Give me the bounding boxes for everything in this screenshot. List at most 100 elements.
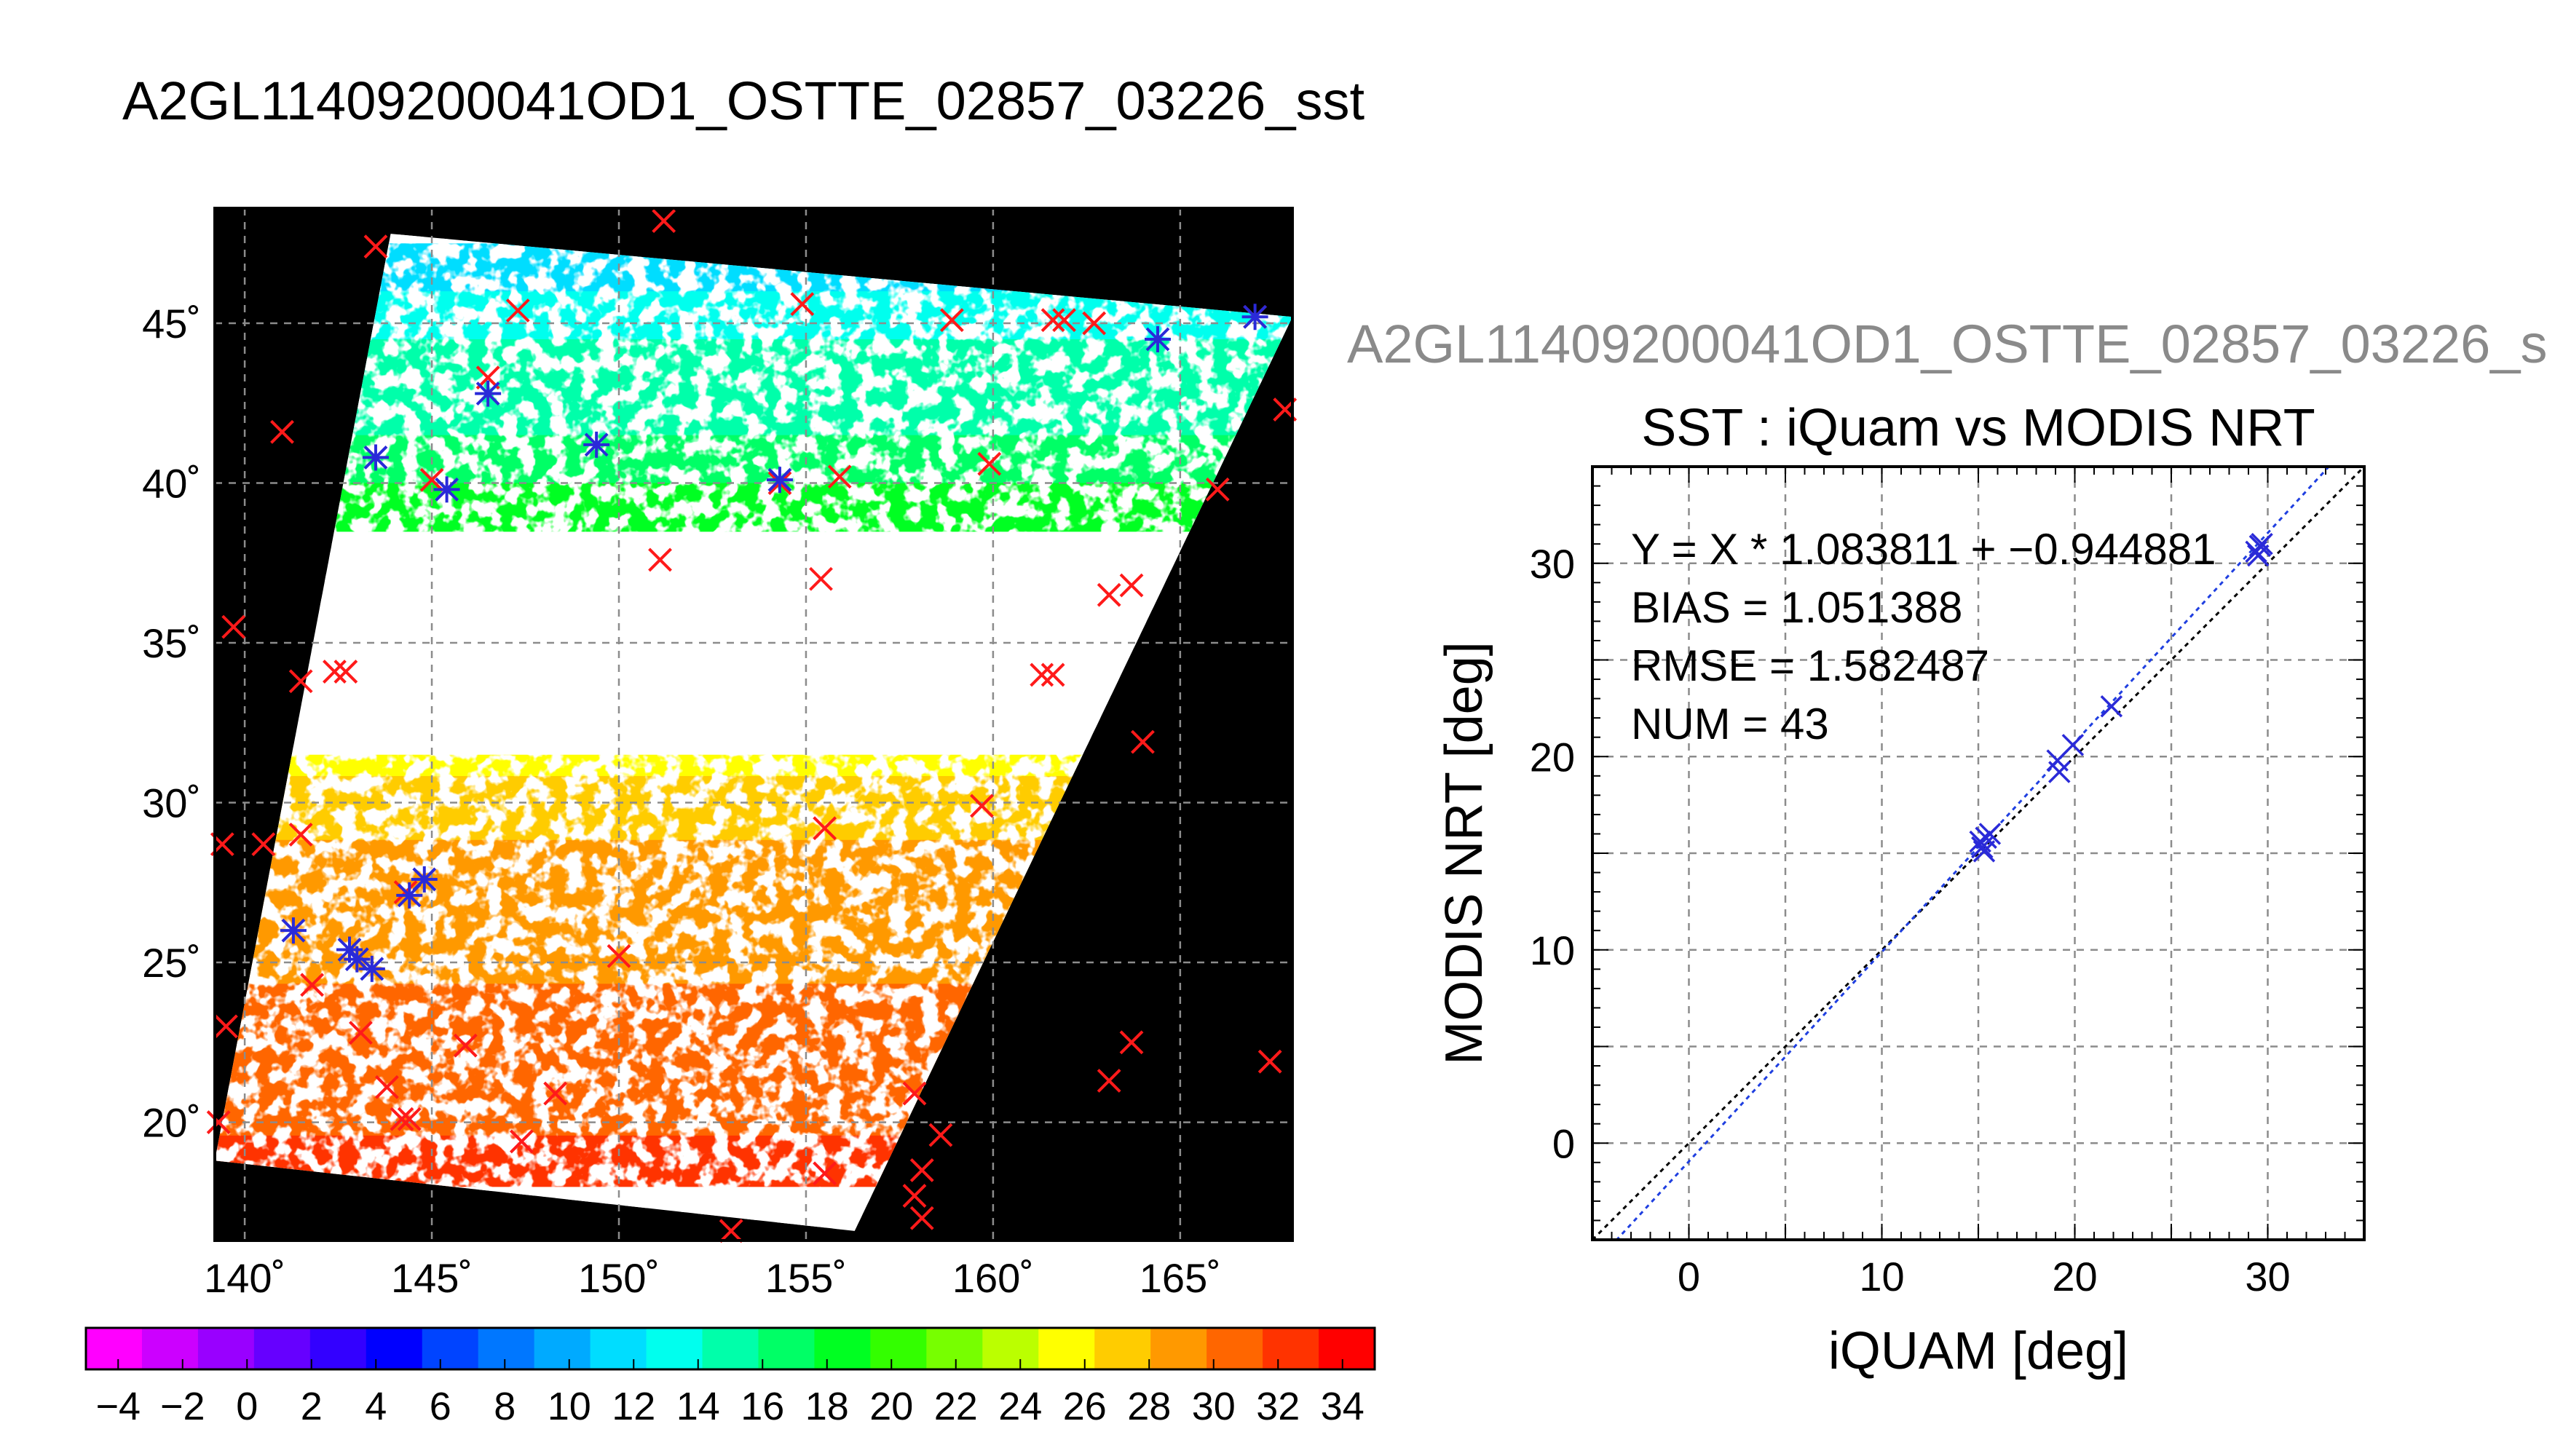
matchup-marker: [1241, 304, 1268, 331]
scatter-x-tick-label: 30: [2245, 1254, 2290, 1299]
iquam-marker: [1082, 311, 1107, 336]
colorbar-tick-label: 12: [612, 1385, 655, 1428]
map-title: A2GL11409200041OD1_OSTTE_02857_03226_sst: [122, 71, 1365, 131]
colorbar: −4 −2 0 2 4 6 8 10 12 14 16 18 20 22 24 26 28 30 32 34: [84, 1326, 1376, 1428]
iquam-marker: [719, 1219, 743, 1243]
colorbar-tick-label: 28: [1127, 1385, 1171, 1428]
colorbar-tick-label: −4: [95, 1385, 141, 1428]
iquam-marker: [1030, 662, 1054, 687]
iquam-marker: [333, 660, 358, 684]
scatter-y-tick-label: 0: [1552, 1120, 1575, 1166]
iquam-marker: [1205, 477, 1230, 502]
scatter-x-tick-label: 20: [2052, 1254, 2097, 1299]
sst-map-panel: 140˚ 145˚ 150˚ 155˚ 160˚ 165˚ 20˚ 25˚ 30˚ 35˚ 40˚ 4…: [142, 207, 1298, 1301]
iquam-marker: [543, 1081, 568, 1106]
colorbar-bin: [702, 1328, 759, 1369]
colorbar-bin: [141, 1328, 199, 1369]
map-tick-labels: 140˚ 145˚ 150˚ 155˚ 160˚ 165˚ 20˚ 25˚ 30˚ 35˚ 40˚ 4…: [142, 301, 1221, 1301]
colorbar-bin: [1319, 1328, 1375, 1369]
matchup-marker: [280, 917, 307, 944]
iquam-marker: [419, 467, 444, 492]
map-x-tick-label: 145˚: [391, 1255, 473, 1301]
map-x-tick-label: 140˚: [204, 1255, 285, 1301]
scatter-point: [2100, 695, 2123, 718]
colorbar-tick-label: 6: [430, 1385, 451, 1428]
iquam-marker: [902, 1184, 927, 1208]
iquam-marker: [453, 1033, 478, 1058]
iquam-marker: [505, 298, 530, 323]
iquam-marker: [251, 832, 276, 857]
map-y-tick-label: 30˚: [142, 780, 201, 826]
iquam-marker: [1119, 1030, 1144, 1055]
scatter-point: [1978, 823, 2002, 845]
matchup-marker: [1145, 325, 1171, 352]
scatter-annotations: Y = X * 1.083811 + −0.944881 BIAS = 1.051…: [1631, 525, 2216, 748]
iquam-marker: [813, 1161, 837, 1186]
colorbar-tick-label: 32: [1256, 1385, 1300, 1428]
scatter-point: [2247, 544, 2270, 567]
matchup-marker: [344, 946, 371, 973]
iquam-marker: [652, 209, 676, 233]
colorbar-bin: [1150, 1328, 1207, 1369]
colorbar-frame: [84, 1326, 1376, 1371]
colorbar-tick-label: −2: [160, 1385, 205, 1428]
map-x-tick-label: 160˚: [952, 1255, 1034, 1301]
iquam-marker: [902, 1081, 927, 1106]
scatter-x-tick-label: 10: [1859, 1254, 1904, 1299]
colorbar-tick-label: 26: [1063, 1385, 1107, 1428]
colorbar-bin: [1094, 1328, 1151, 1369]
iquam-marker: [363, 234, 388, 259]
colorbar-tick-label: 8: [494, 1385, 516, 1428]
scatter-annotation: Y = X * 1.083811 + −0.944881: [1631, 525, 2216, 574]
colorbar-bin: [1207, 1328, 1263, 1369]
iquam-marker: [374, 1075, 399, 1099]
scatter-y-tick-label: 20: [1530, 734, 1575, 780]
iquam-marker: [909, 1158, 934, 1182]
iquam-marker: [607, 943, 631, 968]
colorbar-tick-label: 16: [741, 1385, 784, 1428]
colorbar-tick-label: 30: [1192, 1385, 1236, 1428]
colorbar-bin: [197, 1328, 255, 1369]
iquam-marker: [790, 292, 815, 317]
colorbar-bin: [814, 1328, 871, 1369]
scatter-annotation: BIAS = 1.051388: [1631, 583, 1962, 632]
iquam-marker: [970, 794, 994, 818]
iquam-marker: [206, 1110, 231, 1134]
map-x-tick-label: 165˚: [1140, 1255, 1221, 1301]
scatter-frame: [1591, 465, 2366, 1241]
map-y-tick-label: 20˚: [142, 1100, 201, 1146]
map-y-tick-label: 25˚: [142, 940, 201, 986]
scatter-y-tick-label: 10: [1530, 927, 1575, 973]
iquam-marker: [1097, 1069, 1121, 1093]
iquam-marker: [813, 816, 837, 841]
iquam-marker: [349, 1021, 373, 1045]
colorbar-tick-label: 22: [934, 1385, 978, 1428]
scatter-point: [1972, 840, 1996, 863]
iquam-marker: [1040, 308, 1065, 333]
matchup-marker: [362, 444, 389, 471]
colorbar-tick-label: 14: [676, 1385, 720, 1428]
scatter-point: [2061, 734, 2085, 756]
iquam-marker: [928, 1123, 953, 1147]
matchup-marker: [475, 380, 502, 407]
iquam-marker: [288, 669, 313, 694]
map-y-tick-label: 35˚: [142, 620, 201, 666]
matchup-marker: [583, 431, 610, 458]
iquam-marker: [390, 1107, 414, 1131]
iquam-marker: [1131, 729, 1155, 754]
scatter-y-axis-label: MODIS NRT [deg]: [1435, 641, 1493, 1065]
scatter-point: [2048, 761, 2071, 783]
colorbar-tick-label: 0: [236, 1385, 258, 1428]
map-y-tick-label: 45˚: [142, 301, 201, 347]
colorbar-tick-label: 20: [869, 1385, 913, 1428]
map-x-tick-label: 150˚: [578, 1255, 660, 1301]
colorbar-bin: [1263, 1328, 1319, 1369]
scatter-annotation: RMSE = 1.582487: [1631, 641, 1989, 690]
iquam-marker: [214, 1014, 238, 1039]
colorbar-bin: [253, 1328, 311, 1369]
matchup-marker: [358, 955, 385, 982]
matchup-marker: [766, 467, 793, 494]
iquam-marker: [221, 614, 246, 639]
colorbar-bin: [870, 1328, 927, 1369]
